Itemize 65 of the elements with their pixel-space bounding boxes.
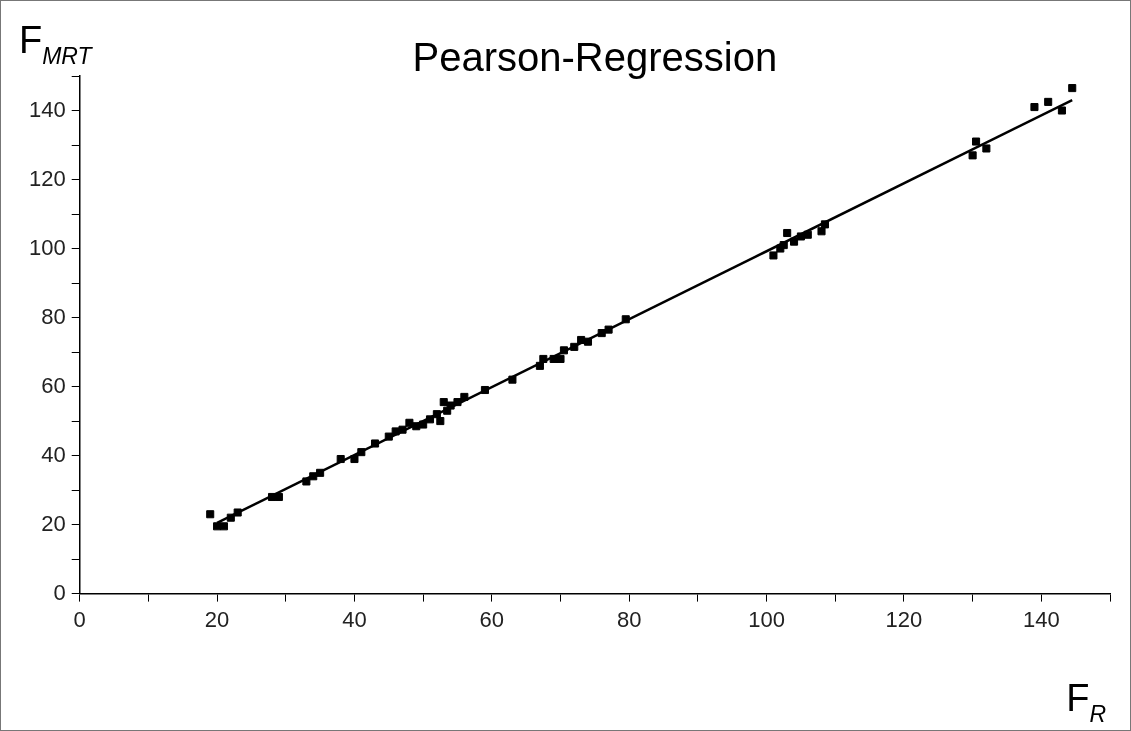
point xyxy=(436,417,445,426)
point xyxy=(570,342,579,351)
point xyxy=(274,492,283,502)
point xyxy=(357,448,366,457)
x-tick-label: 120 xyxy=(885,606,923,632)
point xyxy=(621,315,630,324)
point xyxy=(1068,84,1077,93)
chart-title: Pearson-Regression xyxy=(412,35,778,79)
point xyxy=(405,418,414,427)
point xyxy=(219,522,228,531)
y-tick-label: 20 xyxy=(41,510,66,536)
point xyxy=(336,454,345,464)
y-tick-label: 40 xyxy=(41,441,66,467)
y-tick-label: 0 xyxy=(53,579,66,605)
point xyxy=(302,477,311,486)
x-tick-label: 80 xyxy=(616,606,642,632)
point xyxy=(577,335,586,345)
y-tick-label: 140 xyxy=(28,96,66,122)
x-tick-label: 0 xyxy=(73,606,86,632)
y-tick-label: 60 xyxy=(41,372,66,398)
point xyxy=(968,151,977,160)
point xyxy=(783,228,792,238)
point xyxy=(233,508,242,517)
point xyxy=(604,325,613,334)
point xyxy=(453,398,462,407)
point xyxy=(480,385,489,395)
point xyxy=(508,375,517,384)
point xyxy=(350,454,359,464)
x-tick-label: 140 xyxy=(1022,606,1060,632)
point xyxy=(982,144,991,153)
point xyxy=(391,427,400,436)
y-tick-label: 80 xyxy=(41,303,66,329)
point xyxy=(371,439,380,448)
x-tick-label: 100 xyxy=(748,606,785,632)
point xyxy=(460,392,469,401)
point xyxy=(972,137,981,146)
point xyxy=(384,432,393,441)
point xyxy=(206,510,215,519)
point xyxy=(316,468,325,477)
point xyxy=(425,415,435,424)
point xyxy=(309,472,318,481)
x-tick-label: 40 xyxy=(342,606,367,632)
point xyxy=(535,361,544,370)
point xyxy=(803,230,812,239)
point xyxy=(556,354,565,363)
point xyxy=(817,227,826,236)
point xyxy=(1044,97,1053,106)
x-tick-label: 20 xyxy=(204,606,230,632)
point xyxy=(1030,103,1039,112)
point xyxy=(398,425,407,434)
y-tick-label: 100 xyxy=(28,234,66,260)
point xyxy=(539,354,548,363)
point xyxy=(1057,106,1066,115)
point xyxy=(559,346,568,355)
point xyxy=(769,251,778,260)
point xyxy=(790,237,799,246)
point xyxy=(796,232,805,241)
point xyxy=(419,420,428,429)
point xyxy=(226,513,235,522)
y-tick-label: 120 xyxy=(28,165,66,191)
point xyxy=(432,410,441,419)
point xyxy=(446,401,455,410)
x-tick-label: 60 xyxy=(479,606,505,632)
point xyxy=(820,220,829,229)
point xyxy=(583,337,593,346)
